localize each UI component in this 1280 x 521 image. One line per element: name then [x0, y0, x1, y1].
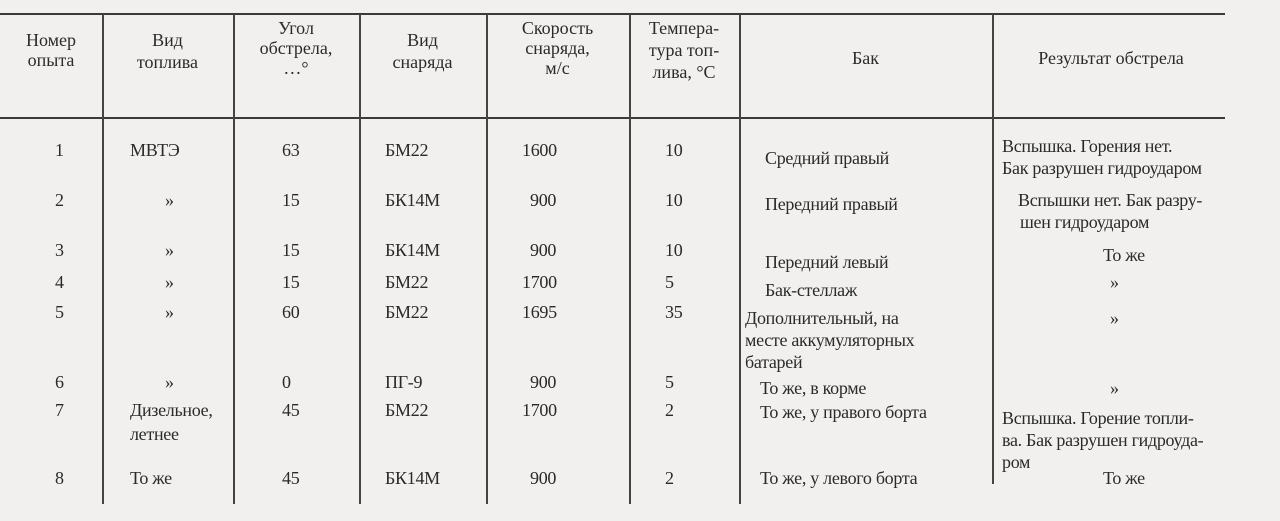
- shell-speed: 1600: [522, 140, 557, 160]
- tank: месте аккумуляторных: [745, 330, 915, 350]
- header-0: опыта: [27, 50, 75, 70]
- fuel-type: »: [165, 372, 174, 392]
- shell-speed: 1700: [522, 400, 557, 420]
- firing-result: Вспышка. Горения нет.: [1002, 136, 1173, 156]
- fuel-type: »: [165, 240, 174, 260]
- experiment-number: 4: [55, 272, 64, 292]
- fuel-type: »: [165, 302, 174, 322]
- header-4: м/с: [545, 58, 570, 78]
- fuel-temperature: 10: [665, 140, 683, 160]
- header-0: Номер: [25, 30, 77, 50]
- firing-angle: 15: [282, 240, 300, 260]
- fuel-temperature: 35: [665, 302, 683, 322]
- shell-type: БМ22: [385, 302, 429, 322]
- fuel-temperature: 5: [665, 372, 674, 392]
- fuel-temperature: 5: [665, 272, 674, 292]
- tank: То же, у правого борта: [760, 402, 927, 422]
- shell-type: БМ22: [385, 140, 429, 160]
- experiment-number: 3: [55, 240, 64, 260]
- fuel-type: То же: [130, 468, 172, 488]
- experiment-number: 8: [55, 468, 64, 488]
- experiment-number: 7: [55, 400, 64, 420]
- header-1: Вид: [152, 30, 183, 50]
- firing-angle: 15: [282, 190, 300, 210]
- firing-angle: 60: [282, 302, 300, 322]
- shell-type: БК14М: [385, 190, 440, 210]
- column-divider: [102, 14, 104, 504]
- tank: Дополнительный, на: [745, 308, 899, 328]
- experiment-number: 2: [55, 190, 64, 210]
- firing-result: »: [1110, 308, 1119, 328]
- firing-angle: 63: [282, 140, 300, 160]
- header-2: …°: [283, 58, 309, 78]
- column-divider: [233, 14, 235, 504]
- firing-result: Вспышки нет. Бак разру-: [1018, 190, 1203, 210]
- experiment-number: 1: [55, 140, 64, 160]
- firing-angle: 0: [282, 372, 291, 392]
- experiment-number: 5: [55, 302, 64, 322]
- firing-angle: 45: [282, 468, 300, 488]
- header-3: Вид: [407, 30, 438, 50]
- column-divider: [992, 14, 994, 484]
- shell-speed: 900: [530, 240, 557, 260]
- tank: То же, у левого борта: [760, 468, 918, 488]
- firing-result: ром: [1002, 452, 1031, 472]
- firing-angle: 45: [282, 400, 300, 420]
- header-4: снаряда,: [525, 38, 590, 58]
- tank: Бак-стеллаж: [765, 280, 857, 300]
- header-5: лива, °С: [652, 62, 716, 82]
- fuel-type: летнее: [130, 424, 179, 444]
- shell-type: БМ22: [385, 272, 429, 292]
- shell-speed: 1695: [522, 302, 557, 322]
- shell-type: БК14М: [385, 240, 440, 260]
- column-divider: [629, 14, 631, 504]
- table-top-rule: [0, 13, 1225, 15]
- firing-result: »: [1110, 378, 1119, 398]
- fuel-type: »: [165, 272, 174, 292]
- header-5: Темпера-: [648, 18, 720, 38]
- header-4: Скорость: [521, 18, 594, 38]
- header-7: Результат обстрела: [1038, 48, 1184, 68]
- firing-result: Бак разрушен гидроударом: [1002, 158, 1202, 178]
- fuel-type: »: [165, 190, 174, 210]
- fuel-temperature: 10: [665, 240, 683, 260]
- shell-type: БК14М: [385, 468, 440, 488]
- firing-result: То же: [1103, 245, 1145, 265]
- fuel-type: Дизельное,: [130, 400, 213, 420]
- firing-result: шен гидроударом: [1020, 212, 1150, 232]
- shell-type: ПГ-9: [385, 372, 423, 392]
- firing-angle: 15: [282, 272, 300, 292]
- header-3: снаряда: [392, 52, 453, 72]
- header-1: топлива: [136, 52, 199, 72]
- fuel-type: МВТЭ: [130, 140, 180, 160]
- shell-speed: 1700: [522, 272, 557, 292]
- fuel-temperature: 2: [665, 468, 674, 488]
- column-divider: [359, 14, 361, 504]
- tank: батарей: [745, 352, 803, 372]
- experiment-number: 6: [55, 372, 64, 392]
- shell-type: БМ22: [385, 400, 429, 420]
- firing-result: То же: [1103, 468, 1145, 488]
- tank: Передний левый: [765, 252, 889, 272]
- header-5: тура топ-: [648, 40, 720, 60]
- firing-result: ва. Бак разрушен гидроуда-: [1002, 430, 1204, 450]
- fuel-temperature: 2: [665, 400, 674, 420]
- header-6: Бак: [851, 48, 880, 68]
- shell-speed: 900: [530, 190, 557, 210]
- tank: То же, в корме: [760, 378, 867, 398]
- header-2: Угол: [278, 18, 314, 38]
- header-2: обстрела,: [259, 38, 333, 58]
- tank: Передний правый: [765, 194, 898, 214]
- tank: Средний правый: [765, 148, 889, 168]
- column-divider: [739, 14, 741, 504]
- firing-result: »: [1110, 272, 1119, 292]
- header-bottom-rule: [0, 117, 1225, 119]
- column-divider: [486, 14, 488, 504]
- firing-result: Вспышка. Горение топли-: [1002, 408, 1194, 428]
- fuel-temperature: 10: [665, 190, 683, 210]
- shell-speed: 900: [530, 468, 557, 488]
- shell-speed: 900: [530, 372, 557, 392]
